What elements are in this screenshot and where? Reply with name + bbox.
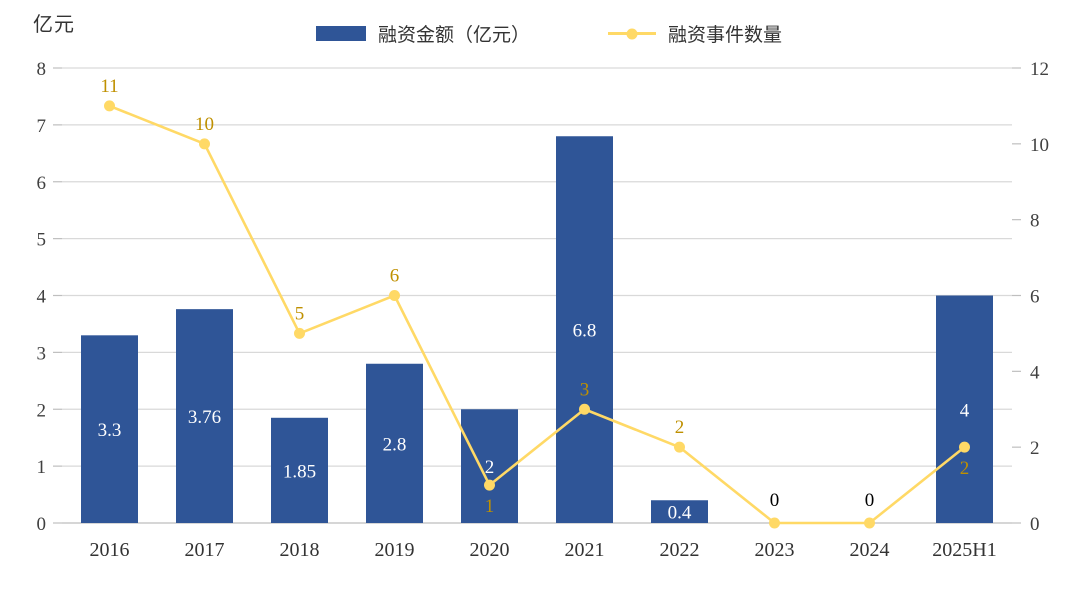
bar-2025H1	[936, 295, 993, 523]
x-axis-category-label: 2021	[565, 539, 605, 561]
bar-value-label: 3.76	[188, 407, 221, 428]
legend: 融资金额（亿元） 融资事件数量	[316, 20, 782, 47]
line-point-2020	[484, 479, 495, 491]
right-axis-tick-label: 12	[1030, 59, 1049, 80]
line-point-2016	[104, 100, 115, 112]
bar-value-label: 4	[960, 400, 970, 421]
line-value-label: 6	[390, 266, 400, 287]
bar-2019	[366, 363, 423, 523]
x-axis-category-label: 2020	[470, 539, 510, 561]
bar-2016	[81, 335, 138, 523]
right-axis-tick-label: 10	[1030, 135, 1049, 156]
line-point-2022	[674, 441, 685, 453]
line-series-dot-icon	[626, 28, 638, 39]
right-axis-tick-label: 0	[1030, 514, 1040, 535]
bar-2018	[271, 417, 328, 523]
bar-2020	[461, 409, 518, 523]
x-axis-category-label: 2017	[185, 539, 225, 561]
x-axis-category-label: 2024	[850, 539, 890, 561]
bar-value-label-zero: 0	[865, 490, 875, 511]
line-point-2024	[864, 517, 875, 529]
line-point-2025H1	[959, 441, 970, 453]
left-axis-tick-label: 1	[37, 457, 47, 478]
x-axis-category-label: 2016	[90, 539, 130, 561]
line-value-label: 2	[675, 417, 685, 438]
bar-2021	[556, 136, 613, 523]
line-series-marker-icon	[608, 28, 657, 39]
bar-value-label: 6.8	[573, 321, 597, 342]
line-value-label: 11	[100, 76, 118, 97]
bar-value-label: 2	[485, 457, 495, 478]
line-value-label: 2	[960, 458, 970, 479]
x-axis-category-label: 2025H1	[932, 539, 996, 561]
bar-value-label: 1.85	[283, 461, 316, 482]
bar-value-label: 0.4	[668, 503, 692, 524]
line-value-label: 3	[580, 379, 590, 400]
left-axis-tick-label: 4	[37, 287, 47, 308]
x-axis-category-label: 2022	[660, 539, 700, 561]
left-axis-tick-label: 7	[37, 116, 47, 137]
line-value-label: 5	[295, 303, 305, 324]
bar-series-swatch-icon	[316, 26, 366, 41]
left-axis-tick-label: 0	[37, 514, 47, 535]
bar-2022	[651, 500, 708, 523]
left-axis-unit-title: 亿元	[33, 14, 75, 36]
right-axis-tick-label: 6	[1030, 287, 1040, 308]
line-point-2017	[199, 138, 210, 150]
bar-2017	[176, 309, 233, 523]
left-axis-tick-label: 3	[37, 343, 47, 364]
x-axis-category-label: 2018	[280, 539, 320, 561]
line-point-2023	[769, 517, 780, 529]
left-axis-tick-label: 6	[37, 173, 47, 194]
bar-value-label-zero: 0	[770, 490, 780, 511]
bar-value-label: 3.3	[98, 420, 122, 441]
legend-item-line-series: 融资事件数量	[608, 20, 782, 47]
line-point-2018	[294, 327, 305, 339]
bar-value-label: 2.8	[383, 434, 407, 455]
left-axis-tick-label: 8	[37, 59, 47, 80]
x-axis-category-label: 2019	[375, 539, 415, 561]
x-axis-category-label: 2023	[755, 539, 795, 561]
right-axis-tick-label: 2	[1030, 438, 1040, 459]
line-series-legend-label: 融资事件数量	[668, 25, 783, 46]
left-axis-tick-label: 5	[37, 230, 47, 251]
legend-item-bar-series: 融资金额（亿元）	[316, 20, 530, 47]
right-axis-tick-label: 4	[1030, 362, 1040, 383]
line-value-label: 10	[195, 114, 214, 135]
line-point-2019	[389, 290, 400, 301]
line-point-2021	[579, 403, 590, 415]
bar-series-legend-label: 融资金额（亿元）	[378, 25, 531, 46]
right-axis-tick-label: 8	[1030, 211, 1040, 232]
line-series-path	[109, 104, 966, 525]
line-value-label: 1	[485, 496, 495, 517]
left-axis-tick-label: 2	[37, 400, 47, 421]
